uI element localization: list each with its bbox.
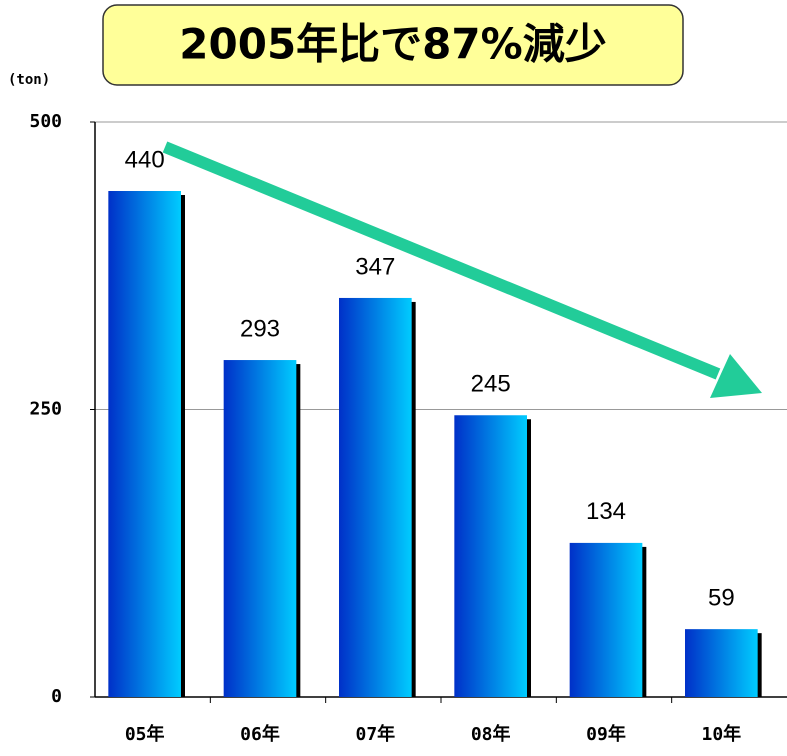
data-label: 440: [125, 146, 165, 173]
y-unit: (ton): [8, 72, 50, 88]
x-tick-label: 05年: [125, 723, 165, 745]
x-tick-label: 08年: [471, 723, 511, 745]
x-tick-label: 09年: [586, 723, 626, 745]
bar: [454, 415, 527, 697]
bar: [569, 542, 643, 697]
data-label: 134: [586, 498, 626, 525]
y-tick-label: 0: [51, 686, 62, 707]
y-tick-label: 250: [29, 399, 62, 420]
y-tick-label: 500: [29, 111, 62, 132]
trend-arrow-head: [710, 354, 762, 398]
x-tick-label: 07年: [355, 723, 395, 745]
x-tick-label: 06年: [240, 723, 280, 745]
x-tick-label: 10年: [701, 723, 741, 745]
data-label: 59: [708, 584, 735, 611]
trend-arrow: [162, 141, 721, 380]
title-box: [102, 4, 684, 86]
bar: [339, 297, 412, 697]
bar: [685, 629, 758, 697]
bar: [223, 360, 297, 697]
data-label: 293: [240, 315, 280, 342]
chart-title: 2005年比で87%減少: [179, 20, 606, 69]
bar: [108, 191, 181, 697]
data-label: 347: [355, 253, 395, 280]
data-label: 245: [471, 371, 511, 398]
